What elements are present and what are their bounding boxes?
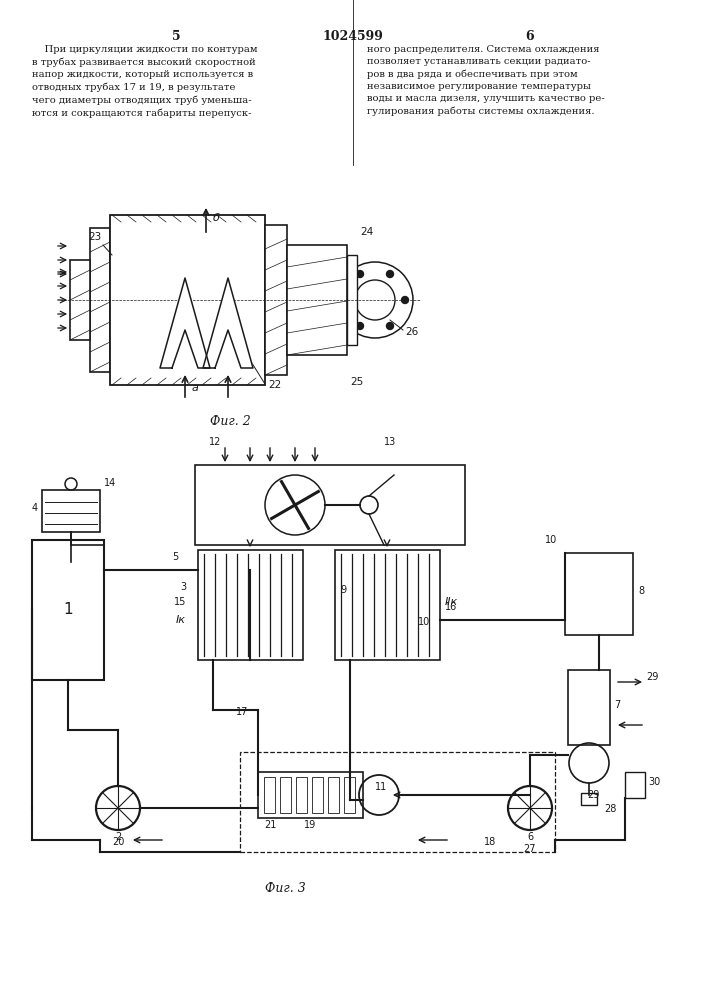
Text: а: а — [192, 383, 199, 393]
Bar — [625, 772, 645, 798]
Text: 3: 3 — [180, 582, 186, 592]
Bar — [312, 777, 323, 813]
Circle shape — [356, 271, 363, 278]
Text: 30: 30 — [648, 777, 660, 787]
Bar — [264, 777, 275, 813]
Bar — [258, 772, 363, 818]
Text: IIк: IIк — [445, 597, 458, 607]
Bar — [287, 245, 347, 355]
Bar — [568, 670, 610, 745]
Bar — [296, 777, 307, 813]
Text: 29: 29 — [587, 790, 600, 800]
Circle shape — [356, 322, 363, 329]
Text: 2: 2 — [115, 832, 121, 842]
Text: 18: 18 — [484, 837, 496, 847]
Text: 6: 6 — [527, 832, 533, 842]
Text: 4: 4 — [32, 503, 38, 513]
Text: 5: 5 — [172, 30, 180, 43]
Bar — [328, 777, 339, 813]
Circle shape — [387, 271, 394, 278]
Bar — [198, 550, 303, 660]
Bar — [90, 228, 110, 372]
Text: б: б — [213, 213, 220, 223]
Text: 21: 21 — [264, 820, 276, 830]
Bar — [42, 490, 100, 532]
Text: 26: 26 — [405, 327, 419, 337]
Text: 6: 6 — [526, 30, 534, 43]
Text: 8: 8 — [638, 586, 644, 596]
Polygon shape — [160, 278, 210, 368]
Bar — [265, 225, 287, 375]
Bar — [347, 255, 357, 345]
Text: 20: 20 — [112, 837, 124, 847]
Bar — [344, 777, 355, 813]
Polygon shape — [203, 278, 253, 368]
Circle shape — [387, 322, 394, 329]
Text: При циркуляции жидкости по контурам
в трубах развивается высокий скоростной
напо: При циркуляции жидкости по контурам в тр… — [32, 45, 257, 118]
Text: 11: 11 — [375, 782, 387, 792]
Text: 23: 23 — [88, 232, 102, 242]
Text: 1: 1 — [63, 602, 73, 617]
Circle shape — [341, 296, 349, 304]
Bar — [110, 215, 265, 385]
Bar — [335, 550, 440, 660]
Text: 19: 19 — [304, 820, 316, 830]
Text: 10: 10 — [418, 617, 430, 627]
Text: 9: 9 — [340, 585, 346, 595]
Bar — [565, 553, 633, 635]
Text: 15: 15 — [174, 597, 186, 607]
Text: 1024599: 1024599 — [322, 30, 383, 43]
Text: 16: 16 — [445, 602, 457, 612]
Bar — [70, 260, 90, 340]
Text: 27: 27 — [524, 844, 536, 854]
Text: Фиг. 3: Фиг. 3 — [264, 882, 305, 895]
Circle shape — [402, 296, 409, 304]
Bar — [581, 793, 597, 805]
Text: 25: 25 — [350, 377, 363, 387]
Bar — [195, 465, 465, 545]
Text: Iк: Iк — [176, 615, 186, 625]
Text: 28: 28 — [604, 804, 617, 814]
Text: 24: 24 — [360, 227, 373, 237]
Text: Фиг. 2: Фиг. 2 — [209, 415, 250, 428]
Text: 13: 13 — [384, 437, 396, 447]
Text: 5: 5 — [172, 552, 178, 562]
Text: 14: 14 — [104, 478, 116, 488]
Text: ного распределителя. Система охлаждения
позволяет устанавливать секции радиато-
: ного распределителя. Система охлаждения … — [367, 45, 604, 116]
Bar — [280, 777, 291, 813]
Text: 17: 17 — [235, 707, 248, 717]
Text: 7: 7 — [614, 700, 620, 710]
Text: 10: 10 — [545, 535, 557, 545]
Bar — [32, 540, 104, 680]
Text: 12: 12 — [209, 437, 221, 447]
Text: 29: 29 — [646, 672, 658, 682]
Text: 22: 22 — [268, 380, 281, 390]
Bar — [240, 752, 555, 852]
